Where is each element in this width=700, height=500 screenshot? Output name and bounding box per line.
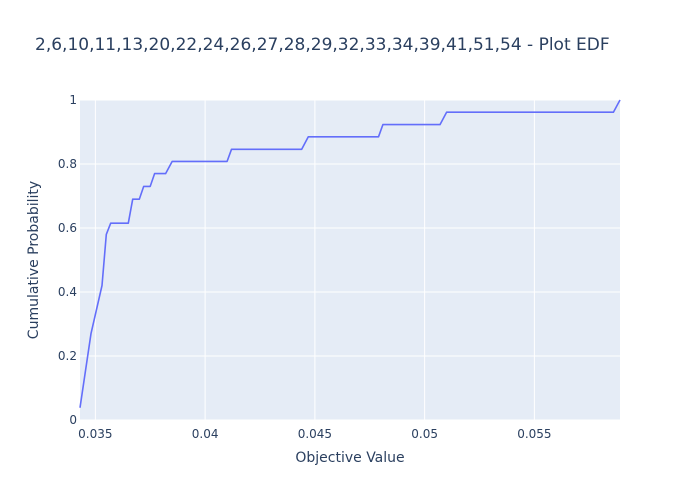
- x-tick-label: 0.045: [298, 427, 332, 441]
- plot-area: [80, 100, 620, 420]
- series-group: [79, 99, 621, 408]
- x-tick-label: 0.055: [517, 427, 551, 441]
- y-axis-ticks: 0 0.2 0.4 0.6 0.8 1: [58, 93, 77, 427]
- y-tick-label: 0: [69, 413, 77, 427]
- y-tick-label: 0.8: [58, 157, 77, 171]
- y-tick-label: 0.6: [58, 221, 77, 235]
- x-tick-label: 0.035: [78, 427, 112, 441]
- x-tick-label: 0.04: [192, 427, 219, 441]
- x-tick-label: 0.05: [411, 427, 438, 441]
- y-tick-label: 0.2: [58, 349, 77, 363]
- x-axis-label: Objective Value: [295, 450, 404, 466]
- x-axis-ticks: 0.035 0.04 0.045 0.05 0.055: [78, 427, 551, 441]
- chart-title: 2,6,10,11,13,20,22,24,26,27,28,29,32,33,…: [35, 35, 610, 55]
- y-tick-label: 0.4: [58, 285, 77, 299]
- gridlines: [80, 99, 620, 421]
- edf-line: [79, 99, 621, 408]
- y-tick-label: 1: [69, 93, 77, 107]
- y-axis-label: Cumulative Probability: [26, 181, 42, 339]
